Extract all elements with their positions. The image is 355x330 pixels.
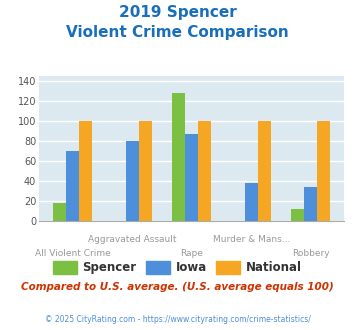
Text: Robbery: Robbery xyxy=(292,249,330,258)
Bar xyxy=(245,183,258,221)
Text: All Violent Crime: All Violent Crime xyxy=(35,249,110,258)
Text: Rape: Rape xyxy=(180,249,203,258)
Bar xyxy=(172,93,185,221)
Bar xyxy=(126,141,139,221)
Bar xyxy=(304,187,317,221)
Bar xyxy=(198,121,211,221)
Text: Aggravated Assault: Aggravated Assault xyxy=(88,235,176,244)
Text: Violent Crime Comparison: Violent Crime Comparison xyxy=(66,25,289,40)
Text: Murder & Mans...: Murder & Mans... xyxy=(213,235,290,244)
Bar xyxy=(53,203,66,221)
Legend: Spencer, Iowa, National: Spencer, Iowa, National xyxy=(48,257,307,279)
Bar xyxy=(291,209,304,221)
Bar xyxy=(79,121,92,221)
Bar xyxy=(139,121,152,221)
Text: © 2025 CityRating.com - https://www.cityrating.com/crime-statistics/: © 2025 CityRating.com - https://www.city… xyxy=(45,315,310,324)
Text: 2019 Spencer: 2019 Spencer xyxy=(119,5,236,20)
Bar xyxy=(185,134,198,221)
Bar xyxy=(66,151,79,221)
Text: Compared to U.S. average. (U.S. average equals 100): Compared to U.S. average. (U.S. average … xyxy=(21,282,334,292)
Bar xyxy=(258,121,271,221)
Bar xyxy=(317,121,331,221)
